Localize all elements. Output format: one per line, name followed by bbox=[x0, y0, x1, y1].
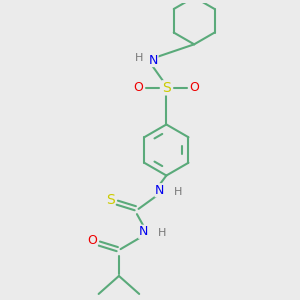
Text: O: O bbox=[189, 81, 199, 94]
Text: N: N bbox=[155, 184, 164, 197]
Text: N: N bbox=[148, 53, 158, 67]
Text: H: H bbox=[135, 53, 143, 63]
Text: O: O bbox=[87, 235, 97, 248]
Text: H: H bbox=[158, 228, 166, 239]
Text: N: N bbox=[139, 225, 148, 238]
Text: S: S bbox=[162, 81, 171, 95]
Text: S: S bbox=[106, 193, 115, 207]
Text: O: O bbox=[134, 81, 143, 94]
Text: H: H bbox=[174, 187, 183, 197]
